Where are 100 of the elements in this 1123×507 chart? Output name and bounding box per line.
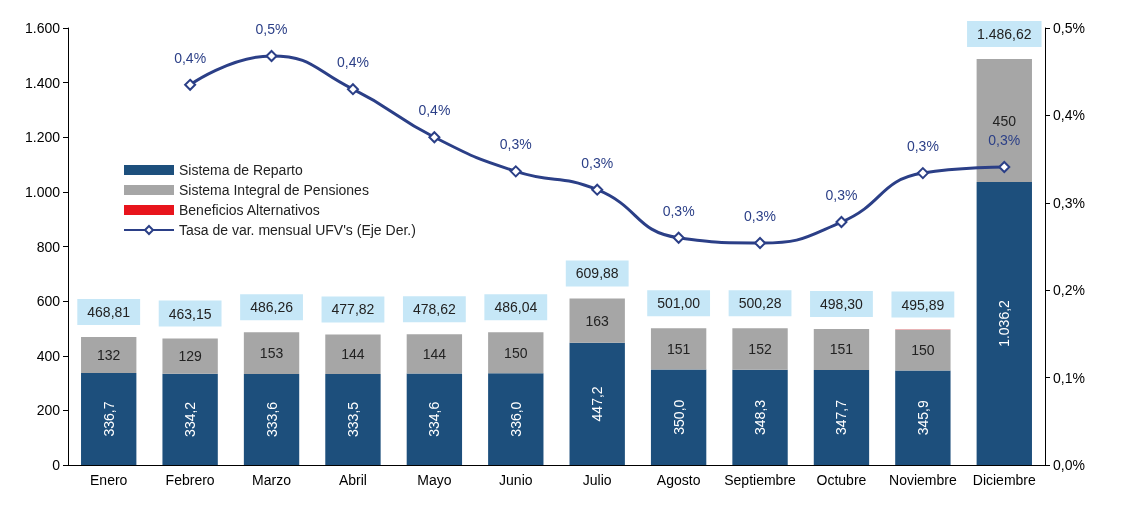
- data-label: 0,5%: [255, 20, 288, 37]
- bar: [243, 332, 300, 374]
- total-label: 478,62: [412, 301, 456, 318]
- y-tick-label: 1.600: [24, 20, 61, 36]
- point: [184, 78, 197, 91]
- data-label: 0,3%: [988, 131, 1021, 148]
- y-tick-label: 1.200: [24, 129, 61, 146]
- bar: [569, 342, 625, 465]
- bar: [325, 373, 381, 465]
- x-tick-label: Octubre: [816, 472, 867, 488]
- total-label: 495,89: [901, 296, 945, 313]
- point: [754, 237, 767, 249]
- data-label: 152: [748, 341, 772, 358]
- bar: [488, 373, 544, 465]
- x-tick-label: Enero: [90, 472, 128, 488]
- x-tick-label: Abril: [338, 472, 367, 488]
- data-label: 334,2: [182, 401, 199, 437]
- x-tick-label: Agosto: [656, 472, 701, 488]
- point: [428, 131, 441, 144]
- y-tick-label: 200: [36, 402, 61, 419]
- bar: [650, 328, 707, 370]
- data-label: 348,3: [752, 399, 769, 435]
- bar: [813, 328, 870, 371]
- point: [265, 49, 278, 62]
- y-tick-label: 1.000: [24, 183, 61, 200]
- data-label: 0,3%: [499, 136, 532, 153]
- bar: [976, 181, 1032, 465]
- total-label: 500,28: [738, 295, 782, 312]
- legend-label: Beneficios Alternativos: [179, 202, 320, 218]
- total-label: 609,88: [575, 265, 619, 282]
- data-label: 345,9: [914, 400, 931, 436]
- data-label: 150: [911, 342, 935, 359]
- bar: [813, 370, 870, 465]
- total-label: 498,30: [820, 295, 864, 312]
- total-label: 501,00: [657, 295, 701, 312]
- x-tick-label: Mayo: [417, 472, 452, 488]
- total-label: 1.486,62: [977, 25, 1032, 42]
- bar: [488, 332, 544, 374]
- data-label: 447,2: [589, 386, 606, 422]
- data-label: 0,3%: [744, 208, 776, 224]
- data-label: 0,3%: [906, 138, 939, 155]
- y-tick-label: 800: [36, 238, 61, 255]
- data-label: 0,3%: [662, 202, 695, 219]
- data-label: 151: [666, 340, 691, 357]
- data-label: 129: [178, 348, 203, 365]
- data-label: 333,6: [263, 401, 280, 437]
- point: [916, 167, 929, 180]
- total-label: 486,26: [250, 299, 294, 316]
- y-tick-label: 0: [52, 457, 61, 473]
- data-label: 0,4%: [418, 102, 451, 119]
- y-tick-label: 1.400: [24, 74, 61, 91]
- total-label: 477,82: [331, 301, 375, 318]
- bar: [325, 334, 381, 374]
- y2-tick-label: 0,4%: [1053, 107, 1085, 124]
- x-tick-label: Diciembre: [972, 472, 1037, 488]
- data-label: 0,4%: [337, 54, 369, 71]
- bar: [895, 329, 951, 371]
- total-label: 463,15: [168, 305, 212, 322]
- bar: [895, 370, 951, 465]
- bar: [162, 338, 218, 374]
- data-label: 1.036,2: [996, 299, 1013, 347]
- data-label: 450: [992, 112, 1017, 129]
- data-label: 150: [504, 344, 528, 361]
- x-tick-label: Noviembre: [889, 472, 957, 488]
- y2-tick-label: 0,3%: [1053, 194, 1085, 211]
- bar: [569, 298, 625, 343]
- data-label: 336,7: [100, 401, 117, 437]
- point: [835, 216, 848, 229]
- data-label: 334,6: [426, 401, 443, 437]
- x-tick-label: Julio: [582, 472, 612, 488]
- data-label: 151: [829, 341, 854, 358]
- bar: [732, 369, 788, 465]
- data-label: 347,7: [833, 399, 850, 436]
- point: [346, 83, 359, 96]
- data-label: 153: [259, 345, 284, 362]
- bar: [732, 328, 788, 370]
- x-tick-label: Septiembre: [724, 472, 797, 488]
- data-label: 0,3%: [581, 154, 614, 171]
- y2-tick-label: 0,0%: [1053, 457, 1085, 473]
- bar: [976, 59, 1032, 182]
- point: [998, 160, 1011, 173]
- data-label: 144: [341, 346, 365, 363]
- y-tick-label: 400: [36, 347, 61, 364]
- x-tick-label: Junio: [499, 472, 533, 488]
- y2-tick-label: 0,5%: [1053, 20, 1085, 36]
- y2-tick-label: 0,1%: [1053, 369, 1085, 386]
- total-label: 468,81: [87, 303, 131, 320]
- point: [591, 183, 604, 196]
- data-label: 132: [97, 347, 121, 363]
- legend-label: Sistema Integral de Pensiones: [179, 182, 369, 198]
- data-label: 0,3%: [825, 187, 858, 204]
- bar: [650, 369, 707, 465]
- total-label: 486,04: [494, 299, 538, 316]
- bar: [162, 373, 218, 465]
- point: [672, 231, 685, 244]
- x-tick-label: Marzo: [252, 472, 292, 488]
- data-label: 333,5: [344, 401, 361, 437]
- x-tick-label: Febrero: [165, 472, 215, 488]
- point: [509, 165, 522, 178]
- legend-label: Sistema de Reparto: [179, 162, 303, 178]
